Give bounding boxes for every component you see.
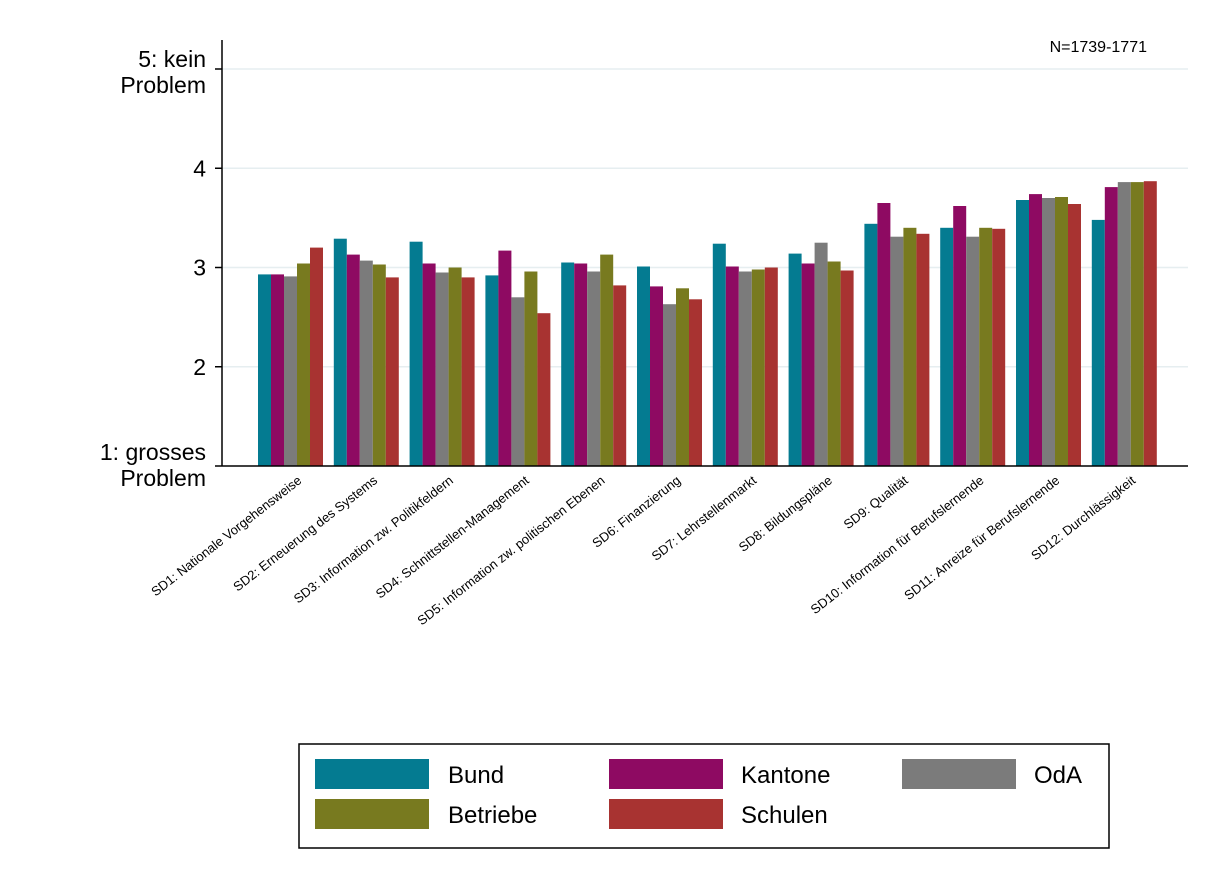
bar-kantone xyxy=(422,263,436,466)
bar-betriebe xyxy=(751,269,765,466)
legend: Bund Kantone OdA Betriebe Schulen xyxy=(298,743,1110,849)
bar-kantone xyxy=(498,250,512,466)
bar-kantone xyxy=(877,203,891,466)
sample-size-annotation: N=1739-1771 xyxy=(1050,39,1148,56)
axes xyxy=(221,40,1188,467)
bar-bund xyxy=(712,243,726,466)
legend-swatch-oda xyxy=(902,759,1016,789)
bar-bund xyxy=(561,262,575,466)
x-tick-label: SD4: Schnittstellen-Management xyxy=(373,472,532,601)
bar-kantone xyxy=(346,254,360,466)
bar-bund xyxy=(864,223,878,466)
bar-oda xyxy=(511,297,525,466)
x-tick-label: SD11: Anreize für Berufslernende xyxy=(901,473,1062,603)
bar-schulen xyxy=(310,247,323,466)
bar-betriebe xyxy=(297,263,310,466)
bar-betriebe xyxy=(1055,197,1068,466)
legend-label-oda: OdA xyxy=(1034,762,1082,789)
bar-betriebe xyxy=(524,271,538,466)
bar-kantone xyxy=(1029,194,1042,466)
y-tick-label: 2 xyxy=(193,354,206,380)
bar-schulen xyxy=(1068,204,1081,466)
y-tick-label: 5: kein xyxy=(138,46,206,72)
bar-oda xyxy=(966,236,980,466)
y-tick-label: Problem xyxy=(120,72,206,98)
y-tick-label: 1: grosses xyxy=(100,439,206,465)
bar-schulen xyxy=(916,233,930,466)
bar-kantone xyxy=(1104,187,1118,466)
bar-betriebe xyxy=(372,264,386,466)
bar-bund xyxy=(637,266,650,466)
bar-schulen xyxy=(764,267,778,466)
bar-betriebe xyxy=(448,267,462,466)
y-tick-label: Problem xyxy=(120,465,206,491)
bar-oda xyxy=(284,276,297,466)
bar-oda xyxy=(1117,182,1131,466)
legend-swatch-betriebe xyxy=(315,799,429,829)
bar-schulen xyxy=(1143,181,1157,466)
bar-betriebe xyxy=(1130,182,1144,466)
bar-schulen xyxy=(537,313,551,466)
bar-schulen xyxy=(992,228,1006,466)
bar-bund xyxy=(333,238,347,466)
legend-label-kantone: Kantone xyxy=(741,762,830,789)
bar-schulen xyxy=(385,277,399,466)
bar-bund xyxy=(788,253,802,466)
x-tick-label: SD3: Information zw. Politikfeldern xyxy=(291,473,456,607)
bar-betriebe xyxy=(903,227,917,466)
bar-schulen xyxy=(613,285,627,466)
bar-schulen xyxy=(461,277,475,466)
bar-oda xyxy=(663,304,676,466)
bar-betriebe xyxy=(979,227,993,466)
bar-schulen xyxy=(840,270,854,466)
bar-betriebe xyxy=(676,288,689,466)
bar-bund xyxy=(258,274,271,466)
bar-kantone xyxy=(801,263,815,466)
bar-betriebe xyxy=(600,254,614,466)
x-tick-label: SD1: Nationale Vorgehensweise xyxy=(148,473,304,600)
legend-swatch-bund xyxy=(315,759,429,789)
legend-label-betriebe: Betriebe xyxy=(448,802,537,829)
bar-schulen xyxy=(689,299,702,466)
bar-kantone xyxy=(574,263,588,466)
legend-label-schulen: Schulen xyxy=(741,802,828,829)
bar-kantone xyxy=(725,266,739,466)
bar-kantone xyxy=(953,206,967,466)
bar-oda xyxy=(587,271,601,466)
y-tick-label: 4 xyxy=(193,155,206,181)
bar-bund xyxy=(1091,219,1105,466)
bar-oda xyxy=(435,272,449,466)
x-tick-label: SD2: Erneuerung des Systems xyxy=(230,472,380,594)
bar-oda xyxy=(890,236,904,466)
bar-oda xyxy=(738,271,752,466)
bar-bund xyxy=(940,227,954,466)
bar-oda xyxy=(359,260,373,466)
bar-oda xyxy=(814,242,828,466)
bar-kantone xyxy=(650,286,663,466)
y-tick-label: 3 xyxy=(193,255,206,281)
bar-bund xyxy=(1016,200,1029,466)
legend-label-bund: Bund xyxy=(448,762,504,789)
bar-bund xyxy=(485,275,499,466)
legend-swatch-kantone xyxy=(609,759,723,789)
bar-betriebe xyxy=(827,261,841,466)
bar-kantone xyxy=(271,274,284,466)
bars xyxy=(258,181,1157,466)
legend-swatch-schulen xyxy=(609,799,723,829)
x-tick-label: SD9: Qualität xyxy=(841,472,911,532)
bar-oda xyxy=(1042,198,1055,466)
bar-bund xyxy=(409,241,423,466)
